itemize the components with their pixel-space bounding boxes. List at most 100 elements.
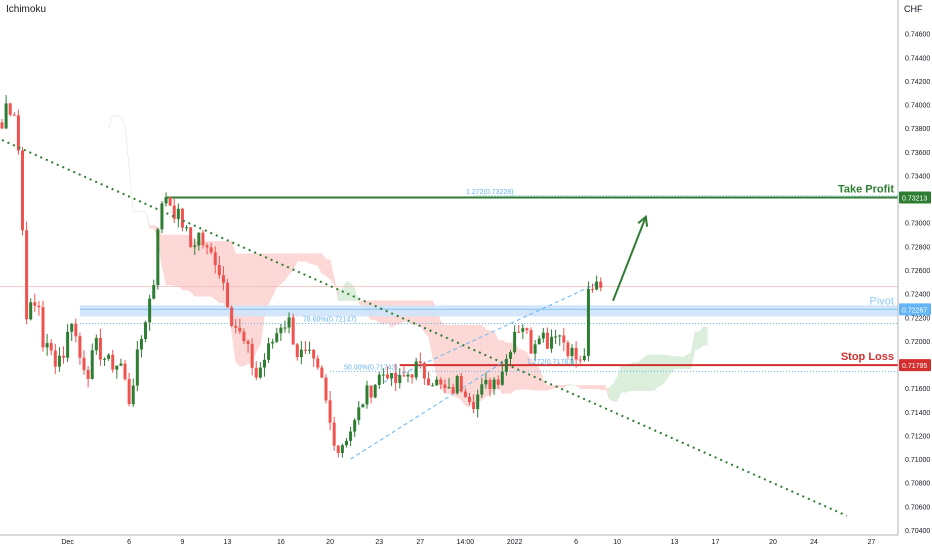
candle-body (353, 420, 357, 432)
ichimoku-cloud-segment (169, 234, 175, 286)
candle-body (402, 375, 406, 377)
candle-body (139, 338, 143, 350)
stop-loss-price-tag (899, 359, 931, 372)
take-profit-price-tag-text: 0.73213 (902, 196, 927, 203)
ichimoku-cloud-segment (292, 253, 298, 271)
ichimoku-cloud-segment (297, 253, 302, 262)
ichimoku-cloud-segment (682, 354, 688, 369)
candle-body (254, 367, 258, 378)
ichimoku-cloud-segment (309, 253, 314, 265)
ichimoku-cloud-segment (703, 326, 708, 346)
candle-body (172, 205, 176, 219)
candle-body (66, 331, 70, 358)
ichimoku-cloud-segment (124, 126, 130, 167)
candle-body (152, 285, 156, 299)
fib-label: 1.272(0.71787) (527, 359, 574, 366)
candle-body (439, 379, 443, 385)
candle-body (550, 336, 554, 349)
candle-body (369, 385, 373, 398)
ichimoku-cloud-segment (280, 253, 286, 285)
ichimoku-cloud-segment (260, 253, 265, 345)
candle-body (398, 375, 402, 384)
ichimoku-cloud-segment (448, 324, 454, 396)
ichimoku-cloud-segment (198, 240, 204, 297)
candle-body (463, 391, 467, 397)
ichimoku-cloud-segment (473, 324, 478, 403)
candle-body (144, 322, 148, 339)
take-profit-price-tag (899, 191, 931, 204)
candle-body (16, 115, 20, 151)
y-tick-label: 0.70600 (905, 504, 930, 511)
candle-body (562, 335, 566, 343)
candle-body (103, 358, 107, 360)
channel-upper-line (383, 281, 601, 383)
candle-body (349, 431, 353, 441)
candle-body (496, 379, 500, 385)
candle-body (377, 374, 381, 385)
candle-body (238, 327, 242, 332)
ichimoku-cloud-segment (444, 324, 450, 394)
candle-body (25, 230, 29, 320)
x-tick-label: 27 (867, 539, 875, 546)
pivot-zone (79, 305, 899, 317)
candle-body (115, 365, 119, 370)
candle-body (340, 445, 344, 453)
x-tick-label: 9 (180, 539, 184, 546)
candle-body (230, 307, 234, 326)
y-tick-label: 0.72800 (905, 244, 930, 251)
candle-body (554, 336, 558, 338)
candle-body (258, 367, 262, 378)
candle-body (500, 371, 504, 385)
candle-body (250, 344, 254, 368)
candle-body (435, 379, 439, 386)
candle-body (180, 208, 184, 228)
stop-loss-price-tag-text: 0.71795 (902, 363, 927, 370)
candle-body (164, 197, 168, 204)
ichimoku-cloud-segment (575, 384, 581, 390)
candle-body (201, 232, 205, 246)
x-tick-label: 27 (416, 539, 424, 546)
candle-body (168, 197, 172, 206)
candle-body (8, 103, 12, 115)
candle-body (41, 307, 45, 348)
candle-body (410, 374, 414, 378)
ichimoku-cloud-segment (350, 282, 355, 301)
candle-body (431, 385, 435, 387)
candle-body (299, 349, 303, 358)
ichimoku-cloud-segment (690, 331, 696, 369)
price-axis[interactable] (898, 0, 932, 550)
x-tick-label: 16 (277, 539, 285, 546)
y-tick-label: 0.72600 (905, 268, 930, 275)
x-tick-label: 6 (574, 539, 578, 546)
ichimoku-cloud-segment (338, 288, 343, 301)
candle-body (123, 363, 127, 380)
ichimoku-cloud-segment (604, 385, 610, 399)
candle-body (74, 323, 78, 337)
ichimoku-cloud-segment (620, 365, 626, 393)
candle-body (131, 385, 135, 405)
candle-body (336, 445, 340, 453)
y-tick-label: 0.73600 (905, 150, 930, 157)
candle-body (451, 387, 455, 394)
ichimoku-cloud-segment (522, 349, 528, 390)
candle-body (119, 363, 123, 366)
x-tick-label: 20 (326, 539, 334, 546)
candle-body (525, 328, 529, 331)
candle-body (262, 359, 266, 368)
ichimoku-cloud-segment (579, 384, 585, 390)
x-tick-label: 10 (613, 539, 621, 546)
x-tick-label: 13 (224, 539, 232, 546)
candle-body (213, 252, 217, 266)
candle-body (443, 384, 447, 389)
y-tick-label: 0.71600 (905, 386, 930, 393)
ichimoku-cloud-segment (584, 384, 589, 390)
take-profit-label: Take Profit (838, 184, 894, 196)
candle-body (537, 338, 541, 345)
candle-body (586, 289, 590, 356)
y-tick-label: 0.72200 (905, 315, 930, 322)
candle-body (476, 394, 480, 410)
candle-body (574, 347, 578, 360)
candle-body (533, 344, 537, 354)
